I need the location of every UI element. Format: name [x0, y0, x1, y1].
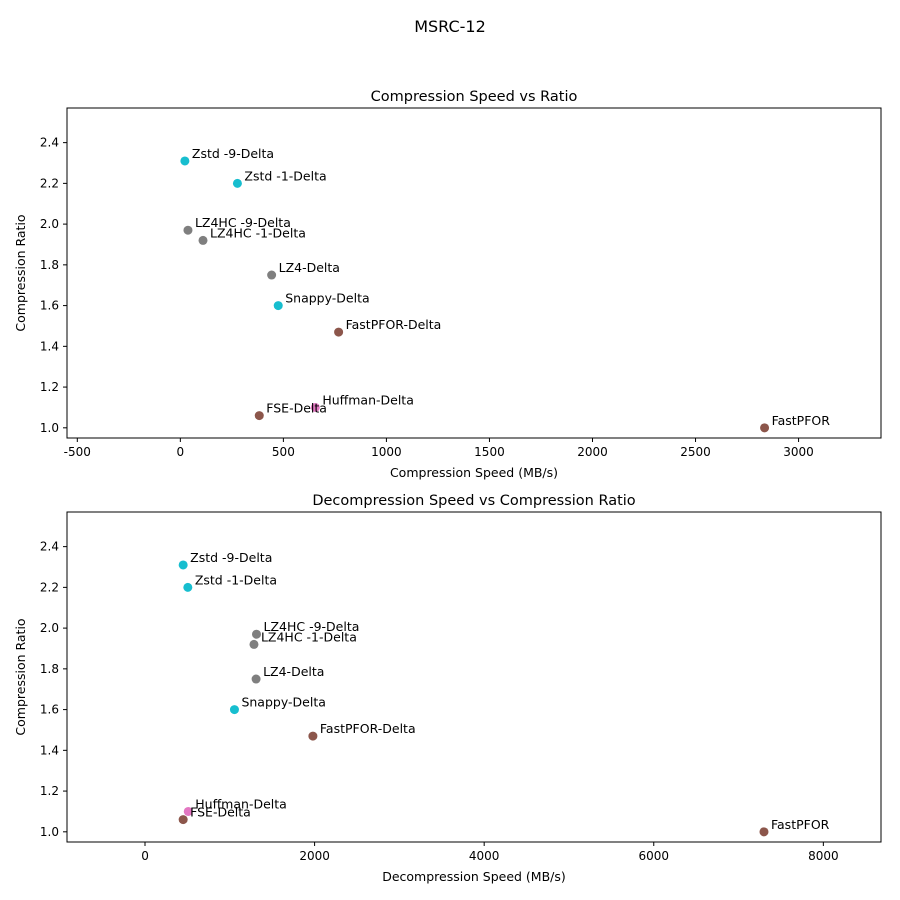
data-point — [310, 402, 320, 412]
x-tick-label: -500 — [64, 445, 91, 459]
data-point — [232, 178, 242, 188]
data-point — [198, 235, 208, 245]
x-tick-label: 1000 — [371, 445, 402, 459]
x-tick-label: 3000 — [783, 445, 814, 459]
y-tick-label: 2.0 — [40, 217, 59, 231]
x-tick-label: 8000 — [808, 849, 839, 863]
y-tick-label: 1.6 — [40, 299, 59, 313]
y-tick-label: 1.6 — [40, 703, 59, 717]
point-label: Snappy-Delta — [285, 291, 369, 306]
point-label: LZ4HC -1-Delta — [210, 225, 306, 240]
plot-frame — [66, 511, 882, 843]
data-point — [273, 301, 283, 311]
data-point — [183, 582, 193, 592]
point-label: FastPFOR — [772, 413, 831, 428]
point-label: Huffman-Delta — [322, 392, 414, 407]
data-point — [180, 156, 190, 166]
x-tick-label: 0 — [177, 445, 185, 459]
data-point — [254, 411, 264, 421]
x-tick-label: 500 — [272, 445, 295, 459]
point-label: Snappy-Delta — [241, 695, 325, 710]
point-label: LZ4HC -9-Delta — [264, 619, 360, 634]
y-tick-label: 2.2 — [40, 176, 59, 190]
data-point — [251, 674, 261, 684]
x-tick-label: 4000 — [469, 849, 500, 863]
y-tick-label: 1.2 — [40, 380, 59, 394]
x-tick-label: 2000 — [577, 445, 608, 459]
y-tick-label: 1.0 — [40, 421, 59, 435]
data-point — [178, 560, 188, 570]
x-tick-label: 0 — [141, 849, 149, 863]
y-tick-label: 2.4 — [40, 136, 59, 150]
y-tick-label: 1.4 — [40, 339, 59, 353]
decompression-speed-chart: Decompression Speed vs Compression Ratio… — [13, 493, 882, 884]
y-tick-label: 1.2 — [40, 784, 59, 798]
x-tick-label: 6000 — [638, 849, 669, 863]
data-point — [334, 327, 344, 337]
data-point — [229, 705, 239, 715]
data-point — [308, 731, 318, 741]
y-tick-label: 2.2 — [40, 580, 59, 594]
y-tick-label: 1.4 — [40, 743, 59, 757]
point-label: LZ4-Delta — [279, 260, 340, 275]
y-tick-label: 1.0 — [40, 825, 59, 839]
point-label: Zstd -9-Delta — [190, 550, 272, 565]
point-label: FastPFOR — [771, 817, 830, 832]
y-axis-label: Compression Ratio — [13, 214, 28, 331]
compression-speed-chart: Compression Speed vs Ratio -500 0 500 1000 15… — [13, 89, 882, 480]
point-label: FSE-Delta — [190, 805, 251, 820]
point-label: Huffman-Delta — [195, 796, 287, 811]
point-label: FastPFOR-Delta — [320, 721, 416, 736]
x-axis-label: Compression Speed (MB/s) — [390, 465, 558, 480]
y-tick-label: 1.8 — [40, 662, 59, 676]
point-label: FSE-Delta — [266, 401, 327, 416]
chart-title: Decompression Speed vs Compression Ratio — [312, 493, 635, 509]
plot-frame — [66, 107, 882, 439]
point-label: LZ4HC -1-Delta — [261, 629, 357, 644]
point-label: Zstd -1-Delta — [195, 572, 277, 587]
point-label: FastPFOR-Delta — [346, 317, 442, 332]
point-label: Zstd -1-Delta — [244, 168, 326, 183]
y-tick-label: 2.0 — [40, 621, 59, 635]
data-point — [183, 225, 193, 235]
chart-title: Compression Speed vs Ratio — [371, 89, 578, 105]
data-point — [178, 815, 188, 825]
data-point — [267, 270, 277, 280]
point-label: Zstd -9-Delta — [192, 146, 274, 161]
point-label: LZ4HC -9-Delta — [195, 215, 291, 230]
x-axis-label: Decompression Speed (MB/s) — [382, 869, 566, 884]
data-point — [249, 639, 259, 649]
data-point — [183, 806, 193, 816]
y-tick-label: 1.8 — [40, 258, 59, 272]
point-label: LZ4-Delta — [263, 664, 324, 679]
y-axis-label: Compression Ratio — [13, 618, 28, 735]
x-tick-label: 2000 — [299, 849, 330, 863]
data-point — [252, 629, 262, 639]
y-tick-label: 2.4 — [40, 540, 59, 554]
figure-suptitle: MSRC-12 — [414, 17, 486, 36]
x-tick-label: 1500 — [474, 445, 505, 459]
data-point — [760, 423, 770, 433]
data-point — [759, 827, 769, 837]
x-tick-label: 2500 — [680, 445, 711, 459]
